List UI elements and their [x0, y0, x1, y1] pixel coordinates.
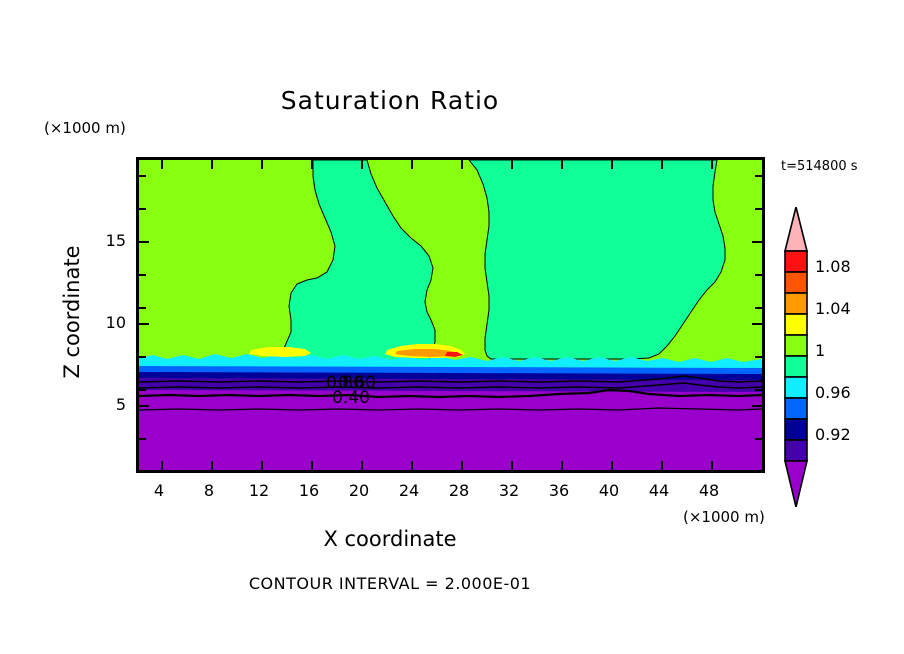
contour-label-0-60: 0.60	[338, 373, 376, 393]
x-axis-title: X coordinate	[323, 527, 457, 551]
contour-label-0-40: 0.40	[332, 388, 370, 408]
x-tick-label-16: 16	[298, 481, 320, 500]
colorbar-svg	[783, 206, 809, 508]
contour-interval-caption: CONTOUR INTERVAL = 2.000E-01	[248, 574, 532, 593]
svg-text:0.40: 0.40	[332, 388, 370, 408]
y-tick-label-10: 10	[105, 313, 126, 332]
x-tick-label-44: 44	[648, 481, 670, 500]
svg-text:0.80: 0.80	[326, 373, 364, 393]
x-tick-label-32: 32	[498, 481, 520, 500]
region-purple-0-90	[139, 390, 762, 470]
y-tick-label-5: 5	[115, 395, 126, 414]
region-hotspot-orange-1-06	[395, 349, 461, 357]
contour-line-lower	[139, 407, 762, 411]
colorbar-tick-label-0-96: 0.96	[815, 383, 851, 402]
colorbar-band-0-92	[784, 418, 808, 441]
colorbar-band-0-94	[784, 397, 808, 420]
y-tick-label-15: 15	[105, 231, 126, 250]
y-axis-title: Z coordinate	[60, 245, 84, 379]
chart-title: Saturation Ratio	[280, 86, 500, 115]
svg-text:0.60: 0.60	[338, 373, 376, 393]
colorbar-band-1-00	[784, 334, 808, 357]
x-tick-label-20: 20	[348, 481, 370, 500]
contour-line-0-40	[139, 388, 762, 399]
colorbar-band-1-06	[784, 271, 808, 294]
region-hotspot-yellow-left-1-04	[249, 347, 311, 357]
colorbar-tick-label-0-92: 0.92	[815, 425, 851, 444]
colorbar-tick-label-1-04: 1.04	[815, 299, 851, 318]
y-axis-unit-label: (×1000 m)	[44, 119, 126, 137]
colorbar-cap-bottom	[783, 460, 809, 508]
x-tick-label-8: 8	[203, 481, 215, 500]
contour-field: 0.80 0.60 0.40	[139, 160, 762, 470]
contour-label-0-80: 0.80	[326, 373, 364, 393]
colorbar-band-0-96	[784, 376, 808, 399]
colorbar-band-1-04	[784, 292, 808, 315]
contour-line-0-60	[139, 382, 762, 389]
x-tick-label-36: 36	[548, 481, 570, 500]
region-hotspot-red-1-08	[445, 352, 463, 357]
colorbar-tick-label-1-08: 1.08	[815, 257, 851, 276]
colorbar-band-0-90	[784, 439, 808, 462]
contour-plot-area: 0.80 0.60 0.40	[136, 157, 765, 473]
colorbar-band-0-98	[784, 355, 808, 378]
region-interface-cyan-0-98	[139, 354, 762, 370]
x-tick-label-48: 48	[698, 481, 720, 500]
x-tick-label-12: 12	[248, 481, 270, 500]
axis-ticks	[139, 160, 762, 470]
time-stamp-label: t=514800 s	[781, 159, 858, 174]
x-tick-label-24: 24	[398, 481, 420, 500]
x-tick-label-28: 28	[448, 481, 470, 500]
colorbar-tick-label-1: 1	[815, 341, 826, 360]
colorbar	[783, 206, 809, 508]
x-tick-label-4: 4	[153, 481, 165, 500]
contour-line-0-80	[139, 375, 762, 383]
x-axis-unit-label: (×1000 m)	[683, 508, 765, 526]
colorbar-band-1-02	[784, 313, 808, 336]
colorbar-cap-top	[783, 206, 809, 252]
colorbar-band-1-08	[784, 250, 808, 273]
x-tick-label-40: 40	[598, 481, 620, 500]
